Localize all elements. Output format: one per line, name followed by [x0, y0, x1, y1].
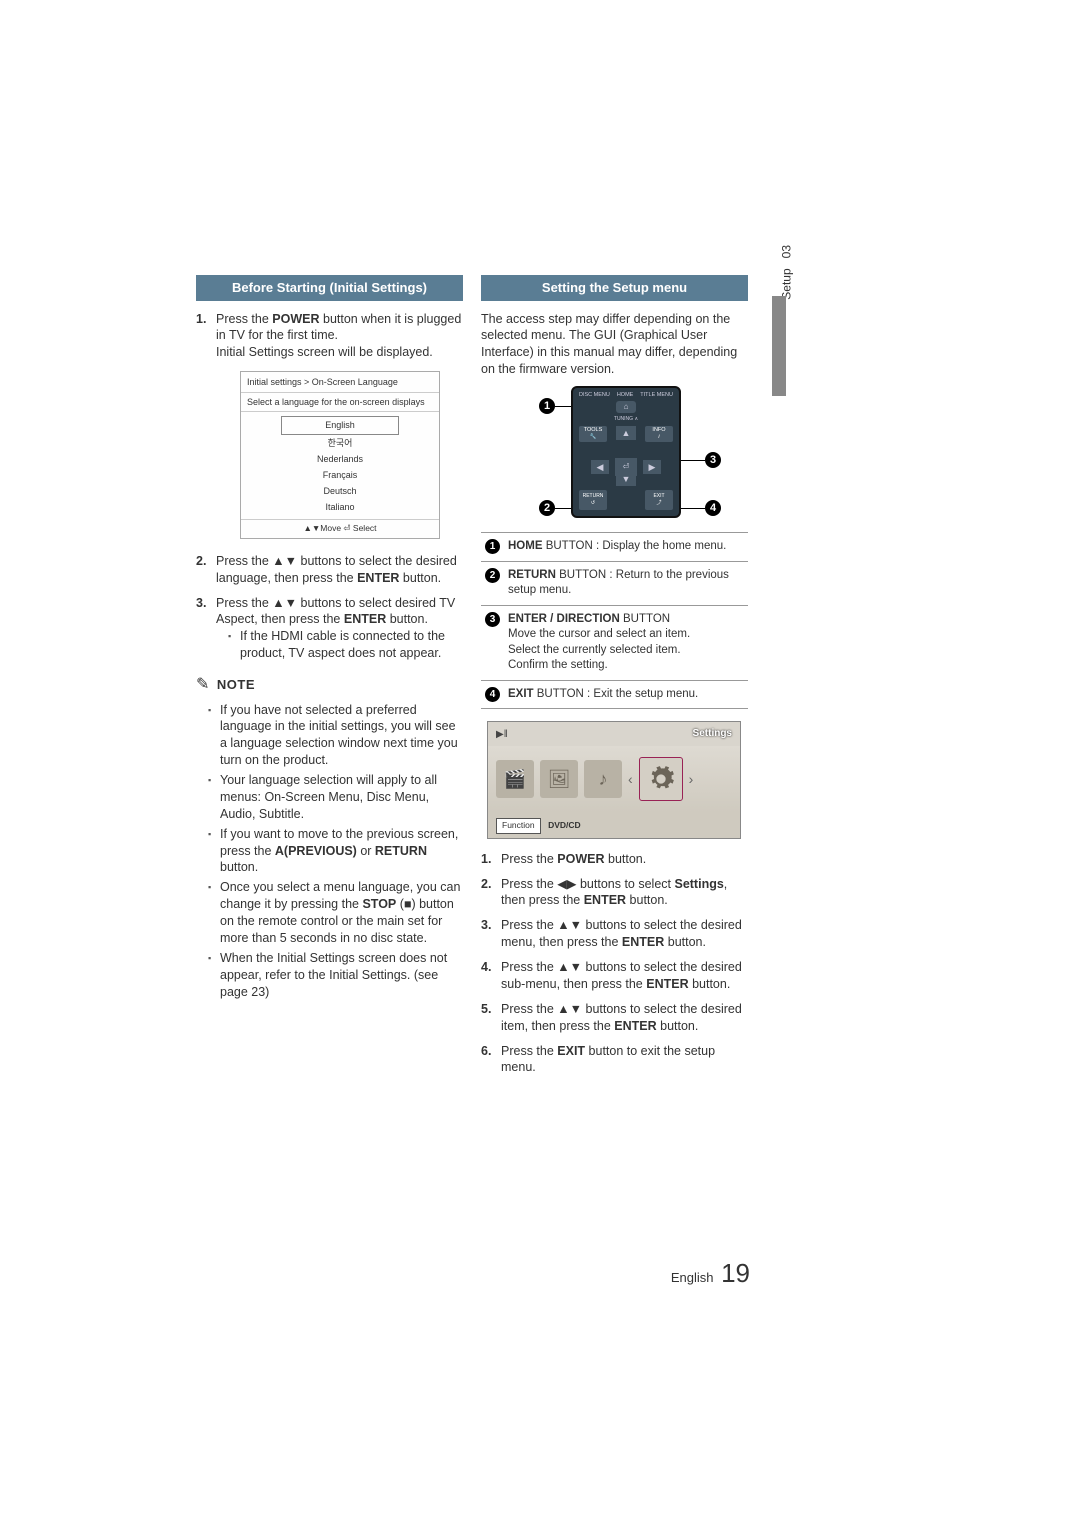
osd-lang: 한국어 [241, 435, 439, 451]
left-arrow-icon: ◀ [591, 460, 609, 474]
osd-lang: Français [241, 467, 439, 483]
thumb-tab [772, 296, 786, 396]
side-tab: Setup 03 [780, 245, 794, 300]
osd-lang: Italiano [241, 499, 439, 515]
chapter-number: 03 [780, 245, 794, 258]
note-list: If you have not selected a preferred lan… [196, 702, 463, 1001]
table-row: 4 EXIT BUTTON : Exit the setup menu. [481, 680, 748, 709]
osd-footer: ▲▼Move ⏎ Select [241, 519, 439, 537]
exit-button: EXIT⤴ [645, 490, 673, 510]
step-3: 3. Press the ▲▼ buttons to select desire… [196, 595, 463, 663]
footer-lang: English [671, 1270, 714, 1285]
note-item: When the Initial Settings screen does no… [208, 950, 463, 1001]
settings-screenshot: ▶‖ Settings 🎬 🖼 ♪ ‹ › Function DVD/CD [487, 721, 741, 838]
osd-screenshot: Initial settings > On-Screen Language Se… [240, 371, 440, 539]
right-column: Setting the Setup menu The access step m… [481, 275, 748, 1084]
right-arrow-icon: ▶ [643, 460, 661, 474]
r-step: 2.Press the ◀▶ buttons to select Setting… [481, 876, 748, 910]
chevron-left-icon: ‹ [628, 770, 633, 789]
r-step: 3.Press the ▲▼ buttons to select the des… [481, 917, 748, 951]
info-button: INFOi [645, 426, 673, 442]
left-header: Before Starting (Initial Settings) [196, 275, 463, 301]
remote-control: DISC MENU HOME TITLE MENU ⌂ TUNING ∧ TOO… [571, 386, 681, 518]
tile-music-icon: ♪ [584, 760, 622, 798]
right-steps: 1.Press the POWER button. 2.Press the ◀▶… [481, 851, 748, 1077]
note-item: If you want to move to the previous scre… [208, 826, 463, 877]
r-step: 4.Press the ▲▼ buttons to select the des… [481, 959, 748, 993]
callout-4: 4 [705, 500, 721, 516]
function-badge: Function [496, 818, 541, 833]
callout-1: 1 [539, 398, 555, 414]
right-header: Setting the Setup menu [481, 275, 748, 301]
step-1: 1. Press the POWER button when it is plu… [196, 311, 463, 539]
footer-page-number: 19 [721, 1258, 750, 1288]
table-row: 1 HOME BUTTON : Display the home menu. [481, 533, 748, 562]
callout-3: 3 [705, 452, 721, 468]
osd-lang-selected: English [281, 416, 399, 434]
r-step: 5.Press the ▲▼ buttons to select the des… [481, 1001, 748, 1035]
note-heading: ✎ NOTE [196, 674, 463, 696]
chapter-name: Setup [780, 268, 794, 299]
left-steps: 1. Press the POWER button when it is plu… [196, 311, 463, 662]
table-row: 3 ENTER / DIRECTION BUTTON Move the curs… [481, 605, 748, 680]
page-content: Before Starting (Initial Settings) 1. Pr… [196, 275, 748, 1084]
note-item: If you have not selected a preferred lan… [208, 702, 463, 770]
play-pause-icon: ▶‖ [496, 728, 508, 742]
page-footer: English 19 [671, 1258, 750, 1289]
up-arrow-icon: ▲ [616, 426, 636, 440]
step-2: 2. Press the ▲▼ buttons to select the de… [196, 553, 463, 587]
down-arrow-icon: ▼ [616, 472, 636, 486]
right-intro: The access step may differ depending on … [481, 311, 748, 379]
tile-settings-icon [639, 757, 683, 801]
note-item: Your language selection will apply to al… [208, 772, 463, 823]
table-row: 2 RETURN BUTTON : Return to the previous… [481, 561, 748, 605]
note-item: Once you select a menu language, you can… [208, 879, 463, 947]
osd-lang: Deutsch [241, 483, 439, 499]
tile-videos-icon: 🎬 [496, 760, 534, 798]
osd-lang: Nederlands [241, 451, 439, 467]
pencil-icon: ✎ [196, 676, 209, 693]
settings-label: Settings [693, 727, 732, 741]
return-button: RETURN↺ [579, 490, 607, 510]
tile-photos-icon: 🖼 [540, 760, 578, 798]
home-button-icon: ⌂ [616, 401, 636, 413]
step-3-sub: If the HDMI cable is connected to the pr… [228, 628, 463, 662]
source-label: DVD/CD [548, 820, 581, 830]
osd-lang-list: English 한국어 Nederlands Français Deutsch … [241, 412, 439, 519]
reference-table: 1 HOME BUTTON : Display the home menu. 2… [481, 532, 748, 709]
osd-breadcrumb: Initial settings > On-Screen Language [241, 372, 439, 393]
r-step: 6.Press the EXIT button to exit the setu… [481, 1043, 748, 1077]
remote-diagram: 1 2 3 4 DISC MENU HOME TITLE MENU ⌂ TUNI… [481, 386, 748, 526]
callout-2: 2 [539, 500, 555, 516]
left-column: Before Starting (Initial Settings) 1. Pr… [196, 275, 463, 1084]
chevron-right-icon: › [689, 770, 694, 789]
osd-prompt: Select a language for the on-screen disp… [241, 393, 439, 412]
r-step: 1.Press the POWER button. [481, 851, 748, 868]
tools-button: TOOLS🔧 [579, 426, 607, 442]
